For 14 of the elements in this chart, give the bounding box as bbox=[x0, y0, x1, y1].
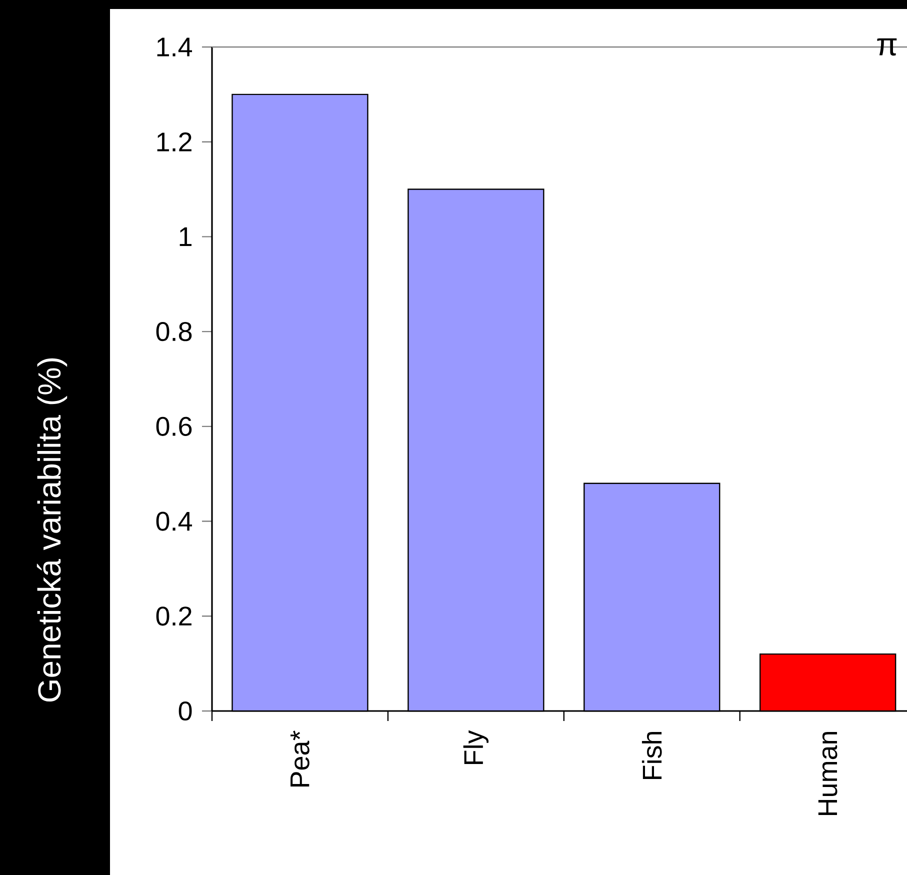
y-tick-label: 1.2 bbox=[157, 132, 192, 152]
y-axis-title: Genetická variabilita (%) bbox=[36, 358, 68, 702]
ref-line-label: π bbox=[877, 38, 897, 56]
x-tick-label: Pea* bbox=[290, 730, 310, 787]
y-tick-label: 0 bbox=[178, 701, 192, 721]
y-tick-label: 0.4 bbox=[156, 512, 192, 531]
y-tick-label: 0.2 bbox=[156, 606, 192, 626]
y-tick-label: 0.6 bbox=[156, 416, 192, 436]
y-tick-label: 1.4 bbox=[157, 38, 192, 56]
x-tick-label: Fish bbox=[642, 732, 662, 779]
y-tick-label: 1 bbox=[180, 227, 192, 246]
x-tick-label: Fly bbox=[463, 730, 489, 764]
y-tick-label: 0.8 bbox=[156, 322, 192, 342]
x-tick-label: Human bbox=[818, 732, 838, 816]
